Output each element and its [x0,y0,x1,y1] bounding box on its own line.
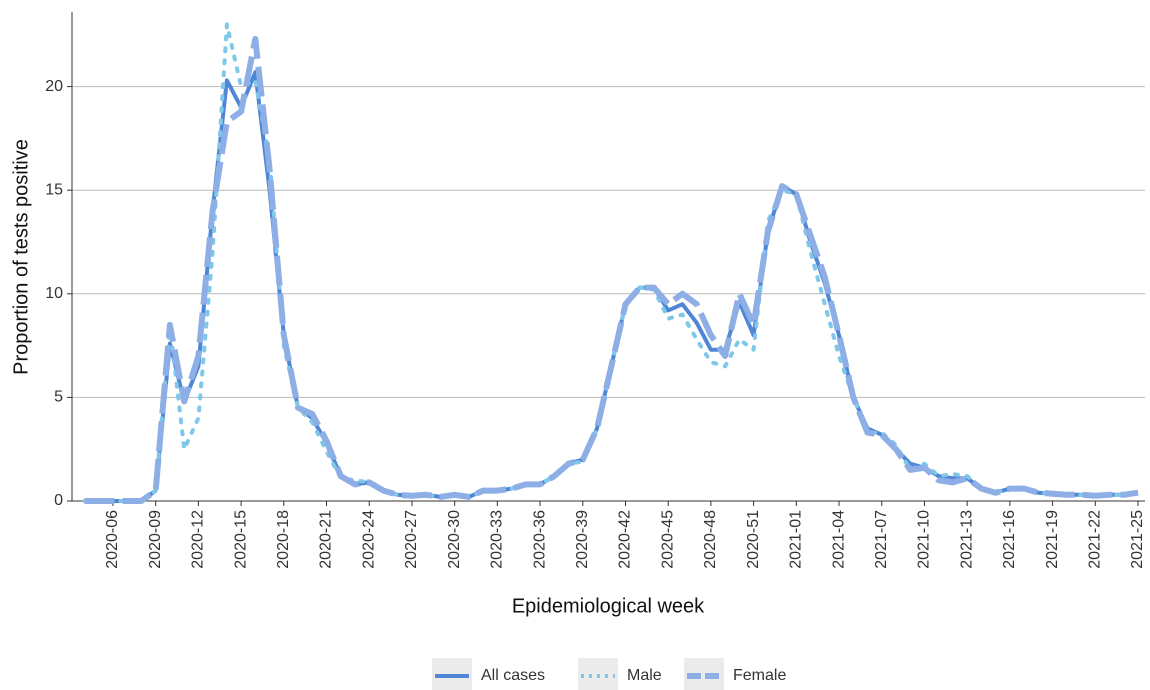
x-tick-label: 2021-19 [1044,510,1061,569]
x-tick-label: 2020-27 [403,510,420,569]
x-tick-label: 2020-21 [318,510,335,569]
x-tick-label: 2020-45 [659,510,676,569]
y-tick-label: 10 [45,285,63,302]
x-tick-label: 2020-09 [147,510,164,569]
x-tick-label: 2020-39 [574,510,591,569]
x-tick-label: 2020-36 [531,510,548,569]
legend-label: All cases [481,667,545,684]
x-tick-label: 2021-13 [958,510,975,569]
legend: All cases Male Female [432,658,786,690]
x-tick-label: 2020-42 [617,510,634,569]
x-tick-label: 2020-51 [745,510,762,569]
y-tick-label: 5 [54,389,63,406]
x-axis-title: Epidemiological week [512,595,705,617]
series-line [84,70,1139,503]
x-tick-label: 2020-12 [190,510,207,569]
x-tick-label: 2021-25 [1129,510,1146,569]
y-tick-label: 0 [54,492,63,509]
legend-label: Male [627,667,662,684]
series-line [84,35,1139,504]
x-tick-label: 2020-48 [702,510,719,569]
y-tick-label: 20 [45,78,63,95]
y-tick-label: 15 [45,181,63,198]
x-tick-label: 2021-16 [1001,510,1018,569]
y-axis-title: Proportion of tests positive [10,139,32,375]
x-tick-label: 2021-22 [1087,510,1104,569]
x-tick-label: 2020-15 [232,510,249,569]
x-tick-label: 2021-07 [873,510,890,569]
x-tick-label: 2021-10 [916,510,933,569]
x-tick-label: 2020-18 [275,510,292,569]
x-tick-label: 2020-33 [489,510,506,569]
x-tick-label: 2021-01 [788,510,805,569]
x-tick-label: 2021-04 [830,510,847,569]
legend-label: Female [733,667,786,684]
x-tick-label: 2020-30 [446,510,463,569]
x-tick-label: 2020-06 [104,510,121,569]
x-tick-label: 2020-24 [360,510,377,569]
